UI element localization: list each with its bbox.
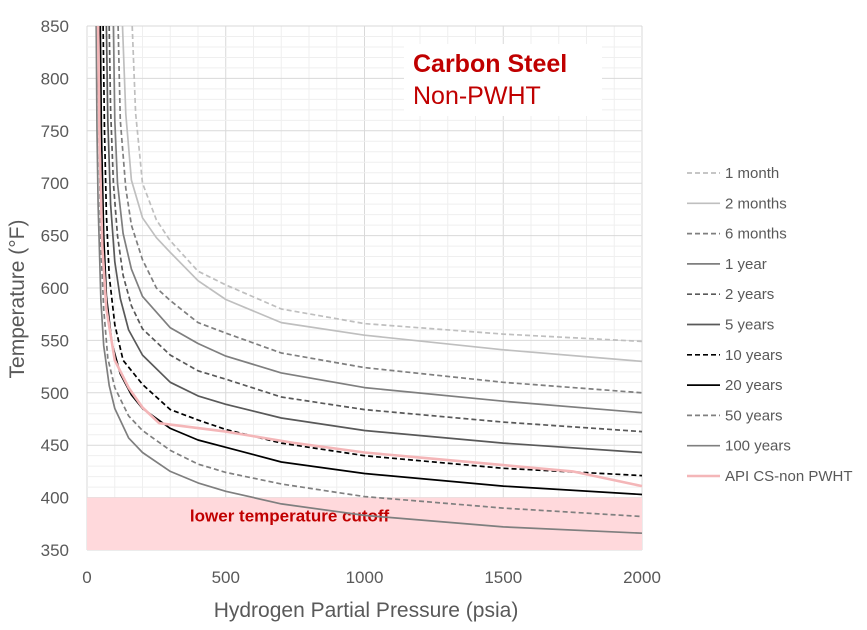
x-tick-label: 0	[82, 568, 91, 587]
y-tick-label: 800	[41, 69, 69, 88]
series-line-api-cs-non-pwht	[96, 25, 643, 488]
legend-label: 50 years	[725, 407, 783, 424]
y-tick-labels: 350 400 450 500 550 600 650 700 750 800 850	[41, 17, 69, 560]
y-tick-label: 450	[41, 436, 69, 455]
y-tick-label: 650	[41, 227, 69, 246]
y-tick-label: 550	[41, 331, 69, 350]
y-tick-label: 850	[41, 17, 69, 36]
y-tick-label: 400	[41, 489, 69, 508]
y-tick-label: 750	[41, 122, 69, 141]
series-line-10-years	[102, 25, 643, 477]
series-line-6-months	[117, 25, 643, 394]
y-axis-title: Temperature (°F)	[6, 220, 29, 379]
lower-temperature-cutoff-band	[87, 497, 642, 550]
series-line-2-months	[121, 25, 643, 363]
y-tick-label: 700	[41, 174, 69, 193]
legend-label: 20 years	[725, 377, 783, 394]
legend-label: 6 months	[725, 226, 787, 243]
chart-subtitle: Non-PWHT	[413, 82, 541, 110]
y-tick-label: 350	[41, 541, 69, 560]
x-axis-title: Hydrogen Partial Pressure (psia)	[214, 599, 519, 622]
cutoff-label: lower temperature cutoff	[190, 507, 390, 526]
legend-label: 2 years	[725, 286, 774, 303]
y-tick-label: 500	[41, 384, 69, 403]
legend-label: 1 month	[725, 165, 779, 182]
series-line-5-years	[105, 25, 643, 454]
legend-label: 10 years	[725, 347, 783, 364]
series-line-50-years	[97, 25, 643, 518]
legend-label: 5 years	[725, 317, 774, 334]
x-tick-label: 1000	[346, 568, 384, 587]
x-tick-label: 500	[212, 568, 240, 587]
series-line-1-year	[112, 25, 643, 414]
legend-label: 2 months	[725, 195, 787, 212]
series-line-100-years	[95, 25, 643, 535]
series-lines	[95, 25, 643, 535]
y-tick-label: 600	[41, 279, 69, 298]
title-box	[404, 44, 602, 116]
legend-label: API CS-non PWHT	[725, 468, 853, 485]
x-tick-labels: 0 500 1000 1500 2000	[82, 568, 661, 587]
chart-title: Carbon Steel	[413, 50, 567, 78]
legend-label: 1 year	[725, 256, 767, 273]
legend-label: 100 years	[725, 438, 791, 455]
x-tick-label: 1500	[484, 568, 522, 587]
legend: 1 month 2 months 6 months 1 year 2 years 5 ye…	[687, 165, 853, 485]
x-tick-label: 2000	[623, 568, 661, 587]
